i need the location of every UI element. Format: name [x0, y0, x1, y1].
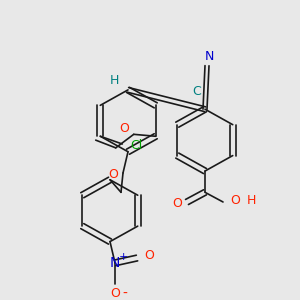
Text: -: - [123, 287, 128, 300]
Text: N: N [110, 256, 120, 270]
Text: N: N [204, 50, 214, 63]
Text: O: O [230, 194, 240, 206]
Text: O: O [144, 249, 154, 262]
Text: Cl: Cl [130, 140, 142, 152]
Text: +: + [118, 252, 128, 262]
Text: O: O [172, 197, 182, 210]
Text: C: C [193, 85, 201, 98]
Text: O: O [110, 287, 120, 300]
Text: H: H [246, 194, 256, 206]
Text: O: O [108, 168, 118, 182]
Text: O: O [119, 122, 129, 135]
Text: H: H [109, 74, 119, 87]
